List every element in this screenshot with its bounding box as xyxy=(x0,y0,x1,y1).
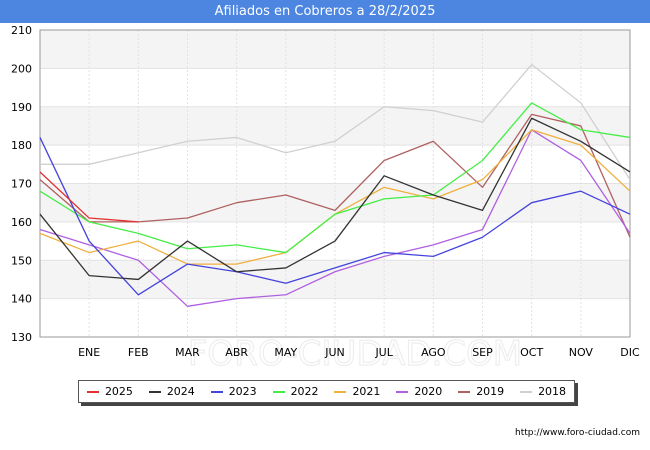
y-tick-label: 140 xyxy=(11,293,32,306)
legend-label: 2023 xyxy=(228,385,257,398)
legend-swatch xyxy=(272,390,285,393)
y-tick-label: 170 xyxy=(11,178,32,191)
legend-item-2018: 2018 xyxy=(520,385,566,398)
x-tick-label: SEP xyxy=(472,346,493,359)
series-line-2022 xyxy=(39,102,631,254)
y-tick-label: 210 xyxy=(11,24,32,37)
legend-item-2019: 2019 xyxy=(458,385,504,398)
x-tick-label: ENE xyxy=(78,346,100,359)
legend-swatch xyxy=(520,390,533,393)
y-tick-label: 180 xyxy=(11,139,32,152)
legend-label: 2020 xyxy=(414,385,443,398)
series-line-2025 xyxy=(39,171,139,223)
x-tick-label: DIC xyxy=(620,346,640,359)
legend-swatch xyxy=(148,390,161,393)
x-tick-label: MAR xyxy=(175,346,200,359)
axes: 130 140 150 160 170 180 190 200 210 ENE FEB MAR ABR M… xyxy=(11,24,640,359)
legend-item-2025: 2025 xyxy=(86,385,133,398)
legend-swatch xyxy=(86,390,99,393)
legend-item-2022: 2022 xyxy=(272,385,319,398)
y-tick-label: 200 xyxy=(11,62,32,75)
source-url: http://www.foro-ciudad.com xyxy=(515,428,640,438)
watermark: FORO-CIUDAD.COM xyxy=(188,334,522,374)
y-tick-label: 150 xyxy=(11,254,32,267)
legend-item-2020: 2020 xyxy=(396,385,442,398)
series-line-2023 xyxy=(39,137,631,296)
legend-label: 2018 xyxy=(538,385,567,398)
legend-swatch xyxy=(210,390,223,393)
x-tick-label: AGO xyxy=(421,346,446,359)
legend-label: 2024 xyxy=(166,385,195,398)
y-tick-label: 190 xyxy=(11,101,32,114)
x-tick-label: OCT xyxy=(520,346,543,359)
legend-label: 2021 xyxy=(352,385,381,398)
plot-band xyxy=(40,30,630,69)
legend-label: 2025 xyxy=(104,385,133,398)
x-tick-label: MAY xyxy=(274,346,297,359)
y-tick-label: 160 xyxy=(11,216,32,229)
legend-item-2023: 2023 xyxy=(210,385,257,398)
x-tick-label: ABR xyxy=(225,346,248,359)
legend: 2025 2024 2023 2022 2021 2020 2019 2018 xyxy=(78,380,575,403)
legend-item-2024: 2024 xyxy=(148,385,195,398)
x-tick-label: JUL xyxy=(374,346,393,359)
legend-swatch xyxy=(396,390,409,393)
chart-title: Afiliados en Cobreros a 28/2/2025 xyxy=(0,0,650,23)
series-lines xyxy=(39,63,631,307)
legend-item-2021: 2021 xyxy=(334,385,380,398)
legend-swatch xyxy=(334,390,347,393)
x-tick-label: JUN xyxy=(324,346,345,359)
x-tick-label: FEB xyxy=(128,346,149,359)
plot-frame xyxy=(39,29,631,338)
legend-label: 2019 xyxy=(476,385,505,398)
series-line-2024 xyxy=(39,117,631,281)
y-tick-label: 130 xyxy=(11,331,32,344)
x-tick-label: NOV xyxy=(569,346,594,359)
legend-label: 2022 xyxy=(290,385,319,398)
series-line-2018 xyxy=(40,63,631,181)
legend-swatch xyxy=(458,390,471,393)
